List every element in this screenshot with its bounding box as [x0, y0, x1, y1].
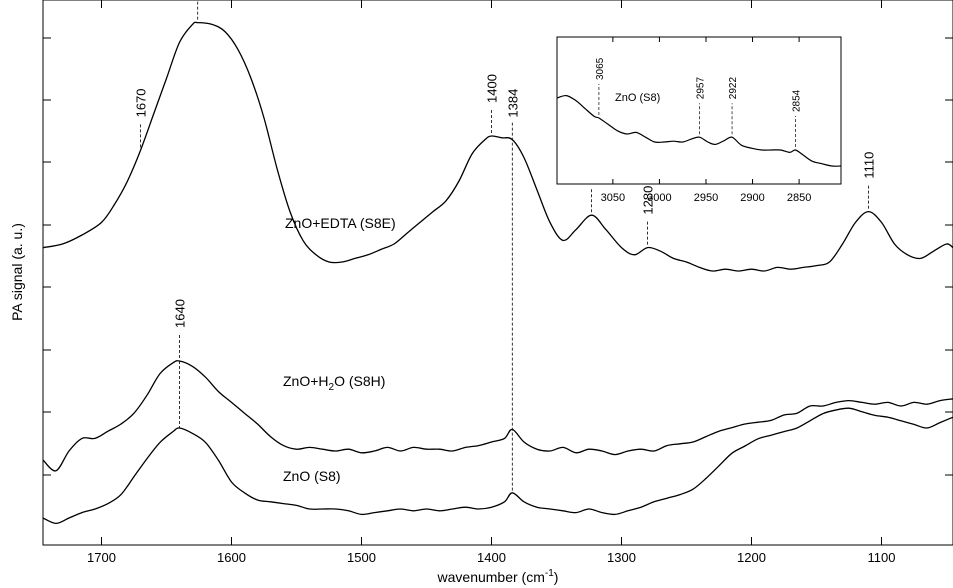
series-label-sub: 2: [329, 382, 335, 393]
series-label-1: ZnO+EDTA (S8E): [285, 215, 396, 231]
series-label-part: ZnO+H: [283, 373, 329, 389]
peak-label: 1110: [862, 152, 877, 179]
x-tick-label: 1200: [737, 550, 766, 565]
inset-series-label: ZnO (S8): [615, 92, 660, 104]
x-tick-label: 1500: [347, 550, 376, 565]
inset-peak-label: 3065: [595, 57, 606, 80]
series-label-2: ZnO+H2O (S8H): [283, 373, 385, 393]
series-label-3: ZnO (S8): [283, 468, 341, 484]
peak-label: 1384: [505, 89, 520, 118]
x-axis-label: wavenumber (cm-1): [437, 568, 559, 585]
inset-frame: [556, 36, 842, 185]
x-tick-label: 1400: [477, 550, 506, 565]
plot-frame: [42, 0, 953, 546]
inset-x-tick-label: 2850: [787, 192, 811, 204]
inset-peak-label: 2854: [791, 89, 802, 112]
x-tick-label: 1600: [217, 550, 246, 565]
inset-x-tick-label: 2900: [740, 192, 764, 204]
series-label-part: O (S8H): [334, 373, 385, 389]
series-line-2: [42, 360, 953, 472]
x-tick-label: 1100: [868, 550, 896, 565]
y-axis-label: PA signal (a. u.): [9, 223, 25, 321]
x-tick-label: 1300: [607, 550, 636, 565]
x-axis-ticks: 1700 1600 1500 1400 1300 1200 1100: [87, 0, 895, 565]
series-line-1: [42, 21, 953, 272]
x-axis-label-text: wavenumber (cm: [437, 569, 545, 585]
inset-peak-label: 2922: [728, 77, 739, 100]
series-layer: ZnO+EDTA (S8E) ZnO+H2O (S8H) ZnO (S8): [42, 21, 953, 525]
peak-label: 1670: [134, 88, 149, 117]
peak-label: 1640: [173, 299, 188, 328]
peak-label: 1280: [641, 186, 656, 215]
inset-x-tick-label: 2950: [694, 192, 718, 204]
x-tick-label: 1700: [87, 550, 116, 565]
peak-label: 1400: [485, 74, 500, 103]
x-axis-label-sup: -1: [545, 568, 554, 579]
y-axis-ticks: [43, 37, 953, 476]
inset-chart: 3050 3000 2950 2900 2850 ZnO (S8) 3065 2957 2922…: [556, 36, 842, 204]
series-line-3: [42, 407, 953, 525]
inset-series-line: [556, 94, 842, 167]
inset-x-tick-label: 3000: [647, 192, 671, 204]
inset-peak-label: 2957: [695, 77, 706, 100]
x-axis-label-close: ): [554, 569, 559, 585]
inset-x-tick-label: 3050: [601, 192, 625, 204]
